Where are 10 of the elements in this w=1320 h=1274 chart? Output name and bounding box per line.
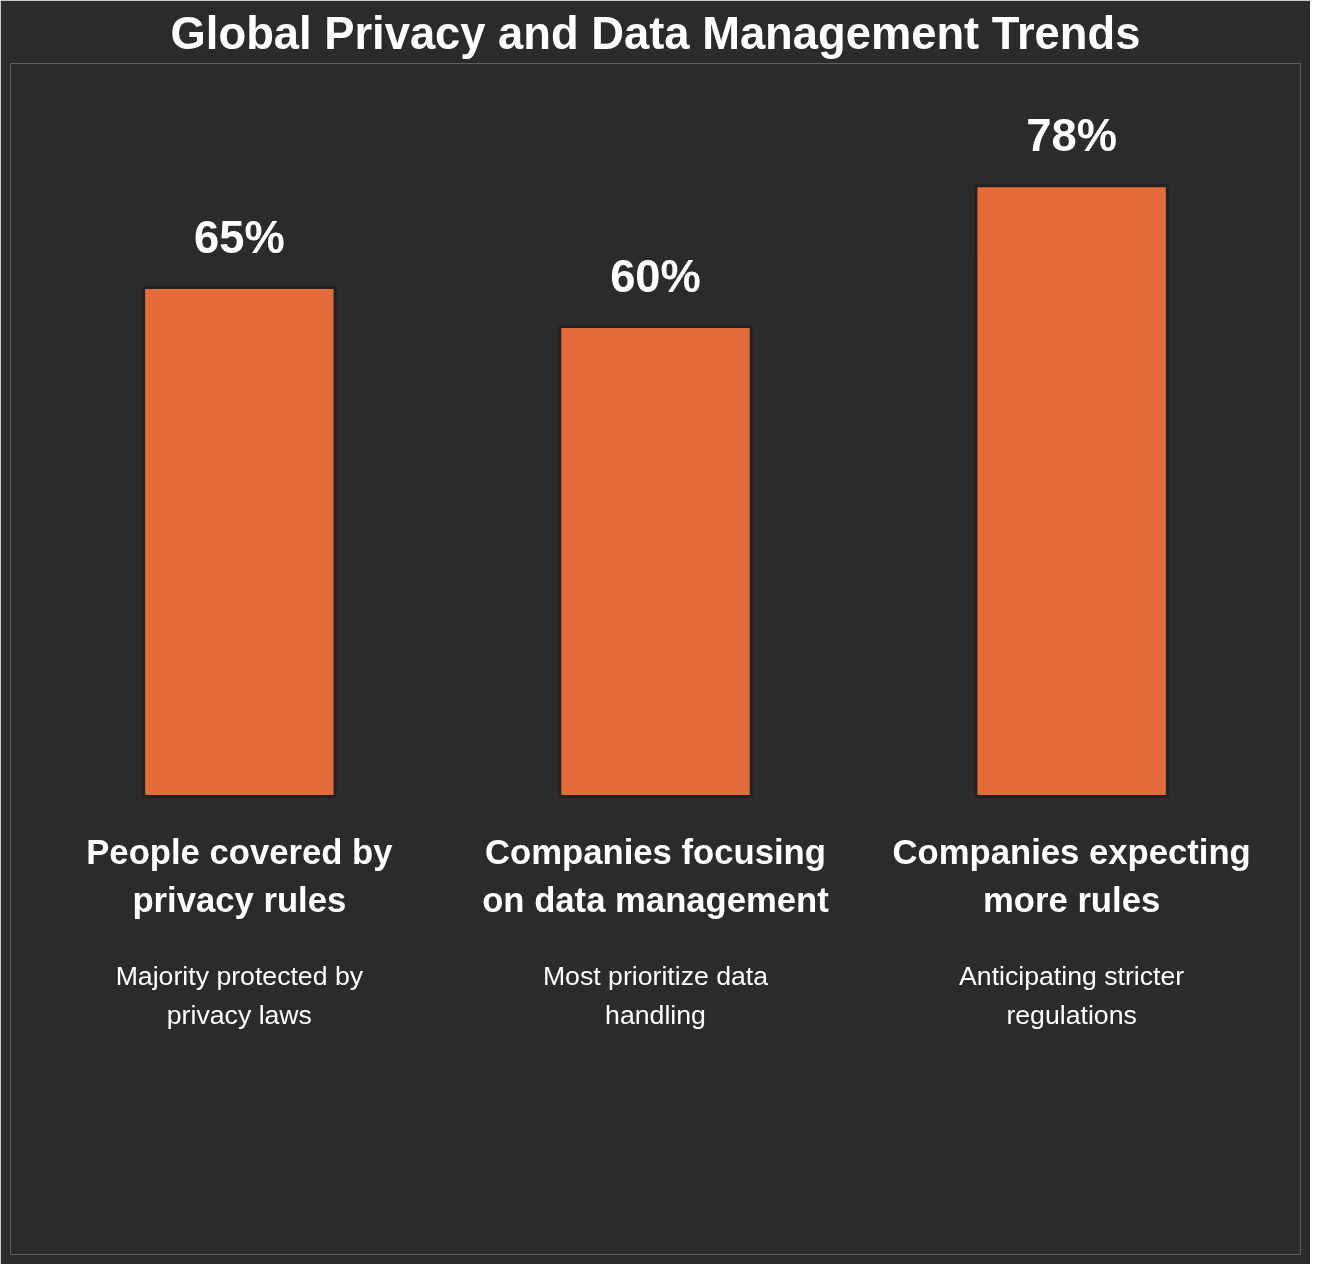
text: Most prioritize data handling: [542, 961, 769, 1031]
data-label: 60%: [610, 251, 701, 303]
data-label: 65%: [194, 212, 285, 264]
x-tick-label: Companies focusing on data management: [482, 833, 830, 919]
data-label: 78%: [1026, 110, 1117, 162]
x-tick-label: People covered by privacy rules: [86, 833, 394, 919]
chart-title: Global Privacy and Data Management Trends: [170, 7, 1141, 59]
x-tick-label: Companies expecting more rules: [892, 833, 1251, 919]
text: Anticipating stricter regulations: [959, 961, 1185, 1031]
text: Majority protected by privacy laws: [115, 961, 364, 1031]
